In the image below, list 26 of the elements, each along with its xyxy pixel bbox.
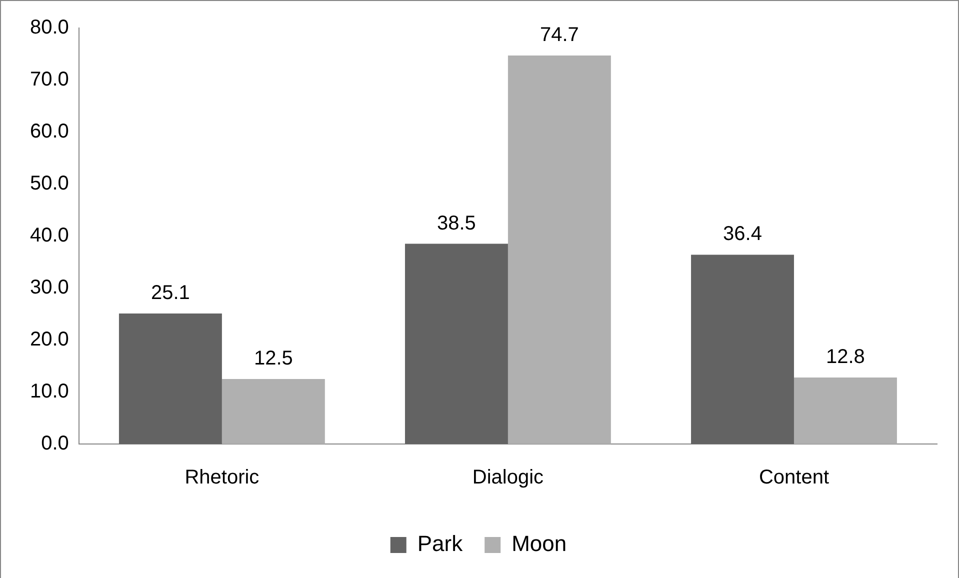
y-tick-label: 0.0 bbox=[41, 432, 69, 455]
bar bbox=[691, 254, 794, 444]
x-tick-label: Dialogic bbox=[472, 466, 544, 489]
x-tick-label: Rhetoric bbox=[184, 466, 260, 489]
bar bbox=[508, 56, 611, 444]
bar bbox=[794, 377, 897, 444]
y-tick-label: 10.0 bbox=[30, 380, 69, 403]
y-tick-label: 60.0 bbox=[30, 120, 69, 143]
data-label: 38.5 bbox=[437, 212, 476, 234]
data-label: 12.5 bbox=[254, 348, 293, 370]
bar bbox=[222, 379, 325, 444]
y-tick-label: 40.0 bbox=[30, 224, 69, 247]
x-tick-label: Content bbox=[758, 466, 830, 489]
bar bbox=[404, 244, 508, 444]
data-label: 36.4 bbox=[723, 223, 762, 246]
y-tick-label: 70.0 bbox=[30, 68, 69, 91]
y-tick-label: 30.0 bbox=[30, 276, 69, 299]
bar bbox=[118, 313, 222, 444]
data-label: 12.8 bbox=[826, 346, 865, 368]
data-label: 74.7 bbox=[540, 24, 579, 46]
legend-label: Moon bbox=[512, 531, 567, 556]
y-tick-label: 20.0 bbox=[30, 328, 69, 351]
y-tick-label: 80.0 bbox=[30, 16, 69, 39]
legend-label: Park bbox=[417, 531, 464, 556]
data-label: 25.1 bbox=[150, 282, 190, 304]
y-tick-label: 50.0 bbox=[30, 172, 69, 195]
